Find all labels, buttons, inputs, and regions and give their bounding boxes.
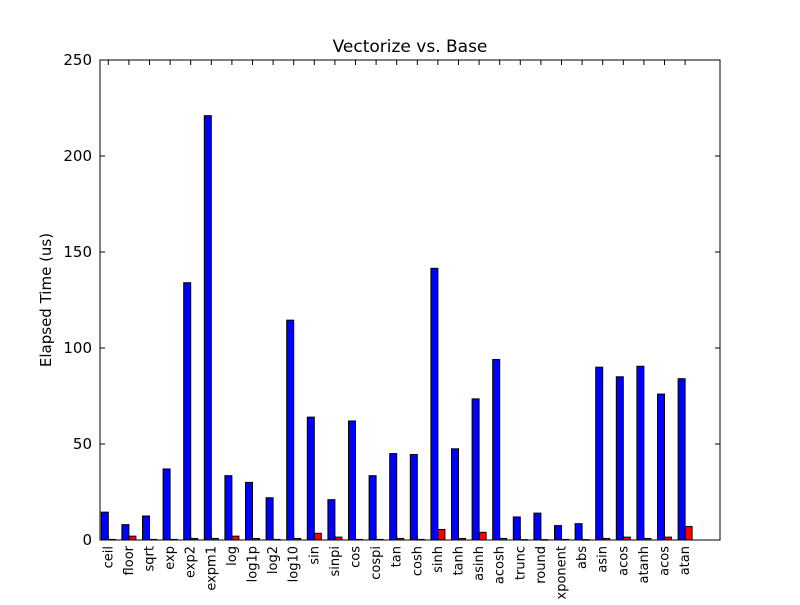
x-tick-label-round: round (534, 546, 549, 584)
bar-series1-asinh (471, 398, 480, 541)
x-tick-label-tan: tan (390, 546, 405, 567)
x-tick-label-atanh: atanh (637, 546, 652, 584)
x-tick-label-asin: asin (596, 546, 611, 573)
x-tick-label-abs: abs (575, 546, 590, 569)
y-tick-label: 100 (63, 339, 92, 357)
y-axis-label: Elapsed Time (us) (37, 233, 55, 367)
bar-series1-atan (677, 378, 686, 541)
y-tick-label: 150 (63, 243, 92, 261)
bar-series1-log (224, 475, 233, 541)
x-tick-label-log1p: log1p (246, 546, 261, 582)
bar-series2-log (231, 535, 240, 541)
bar-series2-floor (128, 535, 137, 541)
bar-series1-cosh (409, 454, 418, 541)
bar-series1-cos (348, 420, 356, 541)
x-tick-label-exp: exp (163, 546, 178, 570)
x-tick-label-expm1: expm1 (204, 546, 219, 591)
bar-series1-asin (595, 366, 604, 541)
x-tick-label-sinpi: sinpi (328, 546, 343, 577)
bar-series1-trunc (512, 516, 521, 541)
bar-series1-acos (657, 393, 665, 541)
plot-frame (99, 59, 721, 541)
x-tick-label-acos: acos (616, 546, 631, 576)
bar-series1-log1p (245, 481, 253, 541)
y-tick-label: 0 (82, 531, 92, 549)
x-tick-label-acosh: acosh (493, 546, 508, 584)
bar-series1-sin (306, 416, 315, 541)
bar-series1-sqrt (142, 515, 150, 541)
x-tick-label-sqrt: sqrt (143, 546, 158, 571)
bar-series2-sinh (437, 528, 446, 541)
x-tick-label-log2: log2 (266, 546, 281, 574)
bar-series1-tan (389, 453, 398, 541)
bars-layer (100, 115, 693, 541)
bar-series1-round (533, 512, 542, 541)
x-tick-label-trunc: trunc (513, 546, 528, 580)
x-tick-label-tanh: tanh (452, 546, 467, 576)
x-tick-label-exp2: exp2 (184, 546, 199, 578)
bar-series1-sinpi (327, 499, 336, 541)
x-tick-label-atan: atan (678, 546, 693, 575)
bar-series1-acos (615, 376, 624, 541)
bar-series1-exp (162, 468, 171, 541)
bar-series1-ceil (100, 511, 109, 541)
bar-series1-log10 (286, 319, 295, 541)
x-tick-label-cospi: cospi (369, 546, 384, 580)
x-tick-label-log: log (225, 546, 240, 566)
x-tick-label-acos: acos (658, 546, 673, 576)
bar-series1-abs (574, 523, 583, 541)
bar-series1-acosh (492, 359, 501, 541)
chart-title: Vectorize vs. Base (333, 37, 488, 57)
bar-series1-expm1 (203, 115, 212, 541)
y-tick-label: 50 (73, 435, 92, 453)
bar-series1-sinh (430, 267, 439, 541)
axes-layer: 0 50 100 150 200 250 ceil floor sqrt exp exp2 expm1… (63, 51, 721, 605)
x-tick-label-asinh: asinh (472, 546, 487, 581)
bar-series1-exp2 (183, 282, 192, 541)
x-tick-label-exponent: exponent (555, 546, 570, 600)
y-tick-label: 200 (63, 147, 92, 165)
bar-series1-log2 (265, 497, 274, 541)
bar-series1-atanh (636, 365, 645, 541)
x-tick-label-sinh: sinh (431, 546, 446, 573)
bar-series2-sin (313, 532, 322, 541)
x-tick-label-log10: log10 (287, 546, 302, 582)
x-tick-label-cos: cos (349, 546, 364, 568)
bar-series1-cospi (368, 475, 377, 541)
x-tick-label-ceil: ceil (101, 546, 116, 568)
x-tick-label-cosh: cosh (410, 546, 425, 576)
x-tick-label-sin: sin (307, 546, 322, 565)
y-tick-label: 250 (63, 51, 92, 69)
bar-series2-atan (684, 526, 693, 541)
bar-series1-exponent (554, 525, 562, 541)
bar-series1-tanh (451, 448, 459, 541)
x-tick-label-floor: floor (122, 545, 137, 575)
bar-series2-asinh (478, 531, 487, 541)
bar-series1-floor (121, 524, 130, 541)
